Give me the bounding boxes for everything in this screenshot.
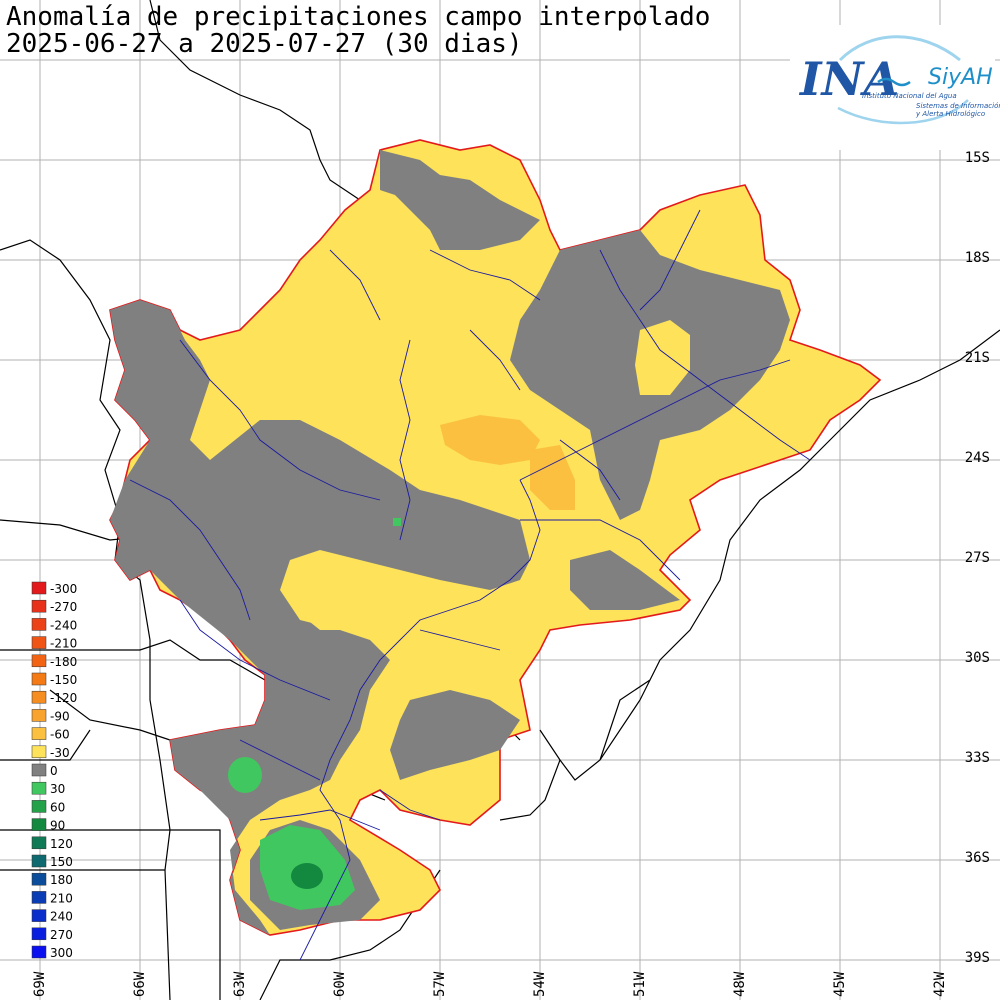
latitude-label: 39S xyxy=(965,950,990,966)
legend-label: 60 xyxy=(50,800,65,814)
legend-label: 120 xyxy=(50,837,73,851)
legend-swatch xyxy=(31,763,47,777)
legend-swatch xyxy=(31,781,47,795)
longitude-label: 66W xyxy=(132,971,148,997)
latitude-labels: 15S 18S 21S 24S 27S 30S 33S 36S 39S xyxy=(965,150,990,966)
legend-label: -90 xyxy=(50,709,70,723)
logo-line-3: y Alerta Hidrológico xyxy=(915,110,985,118)
moderate-dry-zones xyxy=(440,415,575,510)
legend-swatch xyxy=(31,872,47,886)
latitude-label: 21S xyxy=(965,350,990,366)
longitude-label: 48W xyxy=(732,971,748,997)
longitude-label: 45W xyxy=(832,971,848,997)
logo-siyah-text: SiyAH xyxy=(928,65,993,90)
legend-label: 300 xyxy=(50,946,73,960)
legend-swatch xyxy=(31,836,47,850)
legend-swatch xyxy=(31,927,47,941)
legend-label: 90 xyxy=(50,819,65,833)
legend-swatch xyxy=(31,854,47,868)
legend-swatch xyxy=(31,745,47,759)
legend-label: -300 xyxy=(50,582,77,596)
legend-swatch xyxy=(31,818,47,831)
legend-label: 150 xyxy=(50,855,73,869)
legend-label: 240 xyxy=(50,910,73,924)
legend-label: -210 xyxy=(50,637,77,651)
legend-swatch xyxy=(31,690,47,704)
latitude-label: 33S xyxy=(965,750,990,766)
legend-label: -60 xyxy=(50,728,70,742)
legend-label: -30 xyxy=(50,746,70,760)
map-title: Anomalía de precipitaciones campo interp… xyxy=(6,2,710,32)
legend-label: -240 xyxy=(50,618,77,632)
ina-siyah-logo: INA SiyAH Instituto Nacional del Agua Si… xyxy=(790,25,1000,150)
legend-label: 180 xyxy=(50,873,73,887)
latitude-label: 27S xyxy=(965,550,990,566)
logo-line-2: Sistemas de Información xyxy=(916,102,1000,110)
legend-swatch xyxy=(31,672,47,686)
longitude-label: 51W xyxy=(632,971,648,997)
latitude-label: 24S xyxy=(965,450,990,466)
legend-label: 210 xyxy=(50,891,73,905)
legend-label: 0 xyxy=(50,764,58,778)
longitude-label: 69W xyxy=(32,971,48,997)
longitude-label: 57W xyxy=(432,971,448,997)
longitude-label: 60W xyxy=(332,971,348,997)
legend-swatch xyxy=(31,636,47,649)
legend-label: -120 xyxy=(50,691,77,705)
longitude-label: 42W xyxy=(932,971,948,997)
legend-swatch xyxy=(31,618,47,631)
map-subtitle: 2025-06-27 a 2025-07-27 (30 dias) xyxy=(6,29,523,59)
longitude-labels: 69W 66W 63W 60W 57W 54W 51W 48W 45W 42W xyxy=(32,971,948,997)
legend-swatch xyxy=(31,800,47,813)
dry-zones xyxy=(290,320,690,630)
legend-label: 30 xyxy=(50,782,65,796)
latitude-label: 15S xyxy=(965,150,990,166)
legend-swatch xyxy=(31,727,47,740)
latitude-label: 36S xyxy=(965,850,990,866)
longitude-label: 63W xyxy=(232,971,248,997)
legend-swatch xyxy=(31,709,47,722)
legend-label: -150 xyxy=(50,673,77,687)
latitude-label: 30S xyxy=(965,650,990,666)
color-legend: -300-270-240-210-180-150-120-90-60-30030… xyxy=(31,581,77,960)
legend-swatch xyxy=(31,654,47,668)
legend-label: 270 xyxy=(50,928,73,942)
legend-label: -270 xyxy=(50,600,77,614)
legend-swatch xyxy=(31,909,47,922)
rivers xyxy=(129,209,811,961)
title-block: Anomalía de precipitaciones campo interp… xyxy=(6,2,710,59)
anomaly-field xyxy=(109,139,882,936)
legend-label: -180 xyxy=(50,655,77,669)
wet-zones xyxy=(228,518,401,910)
logo-line-1: Instituto Nacional del Agua xyxy=(862,92,957,100)
longitude-label: 54W xyxy=(532,971,548,997)
legend-swatch xyxy=(31,581,47,595)
legend-swatch xyxy=(31,945,47,959)
legend-swatch xyxy=(31,599,47,613)
latitude-label: 18S xyxy=(965,250,990,266)
legend-swatch xyxy=(31,891,47,904)
